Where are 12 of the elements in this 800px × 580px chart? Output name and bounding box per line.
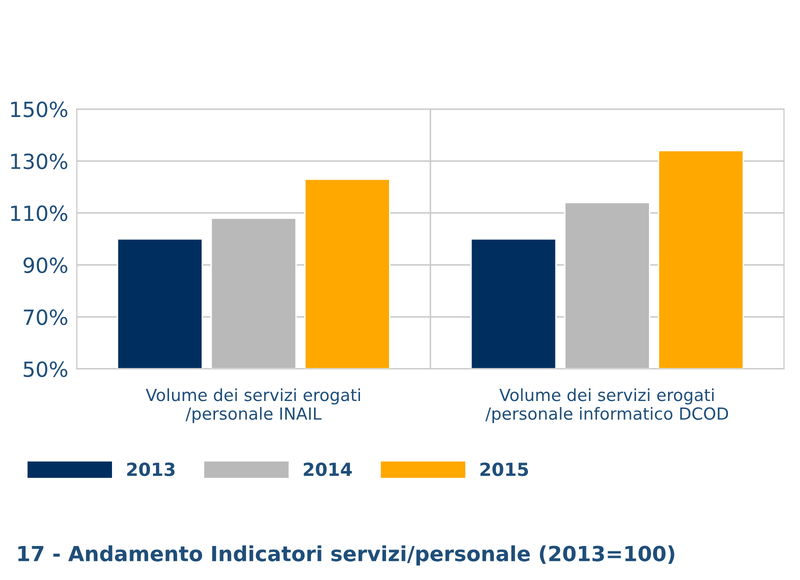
x-tick-label: Volume dei servizi erogati /personale informatico DCOD <box>485 388 728 424</box>
y-tick-label: 50% <box>24 361 68 378</box>
legend-label: 2013 <box>127 462 175 476</box>
y-tick-label: 130% <box>11 153 68 170</box>
x-tick-label: Volume dei servizi erogati /personale INAIL <box>146 388 360 424</box>
y-tick-label: 90% <box>23 257 68 274</box>
y-tick-label: 70% <box>24 309 68 326</box>
legend-label: 2014 <box>304 462 352 476</box>
y-tick-label: 110% <box>11 205 68 222</box>
legend-label: 2015 <box>480 462 528 476</box>
text: 17 - Andamento Indicatori servizi/personale (2013=100) <box>18 545 674 566</box>
y-tick-label: 150% <box>11 101 68 118</box>
